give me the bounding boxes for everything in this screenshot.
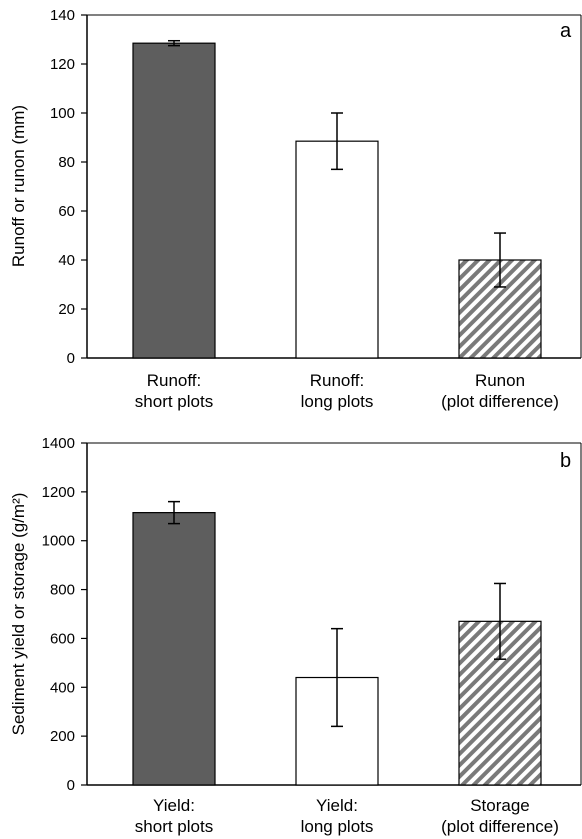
panel-a-category-label: Runoff: short plots <box>135 371 213 411</box>
panel-b-bars <box>132 500 542 786</box>
panel-a-y-tick-label: 0 <box>67 350 75 367</box>
panel-b-y-tick-label: 600 <box>50 630 75 647</box>
panel-a-y-tick-label: 100 <box>50 105 75 122</box>
panel-b-category-label: Storage (plot difference) <box>441 796 559 836</box>
panel-b-category-label: Yield: short plots <box>135 796 213 836</box>
panel-b-y-tick-label: 1400 <box>42 435 75 452</box>
panel-b-y-ticks: 0 200 400 600 800 1000 1200 1400 <box>42 435 87 794</box>
panel-a-bar <box>132 42 216 359</box>
panel-a-y-axis-title: Runoff or runon (mm) <box>9 105 28 267</box>
panel-b-y-tick-label: 400 <box>50 679 75 696</box>
panel-a-category-labels: Runoff: short plots Runoff: long plots Runon… <box>135 371 559 411</box>
panel-a-y-tick-label: 80 <box>58 154 75 171</box>
panel-a-y-ticks: 0 20 40 60 80 100 120 140 <box>50 7 87 367</box>
panel-b-label: b <box>560 450 571 472</box>
panel-b-category-labels: Yield: short plots Yield: long plots Storage… <box>135 796 559 836</box>
panel-a-y-tick-label: 140 <box>50 7 75 24</box>
panel-a-y-tick-label: 60 <box>58 203 75 220</box>
panel-a-category-label: Runoff: long plots <box>301 371 374 411</box>
panel-a-label: a <box>560 20 572 42</box>
panel-b-y-tick-label: 1000 <box>42 533 75 550</box>
chart-panel-b: b Sediment yield or storage (g/m²) 0 200 4… <box>9 435 582 836</box>
panel-b-bar <box>132 512 216 786</box>
panel-b-y-tick-label: 0 <box>67 777 75 794</box>
panel-b-y-tick-label: 200 <box>50 728 75 745</box>
panel-a-bars <box>132 39 542 359</box>
panel-b-y-axis-title: Sediment yield or storage (g/m²) <box>9 493 28 736</box>
panel-b-category-label: Yield: long plots <box>301 796 374 836</box>
panel-a-y-tick-label: 20 <box>58 301 75 318</box>
panel-a-y-tick-label: 120 <box>50 56 75 73</box>
panel-a-category-label: Runon (plot difference) <box>441 371 559 411</box>
chart-panel-a: a Runoff or runon (mm) 0 20 40 60 80 100 120 14… <box>9 7 582 411</box>
panel-a-y-tick-label: 40 <box>58 252 75 269</box>
panel-a-bar <box>295 140 379 359</box>
panel-b-y-tick-label: 800 <box>50 582 75 599</box>
panel-b-y-tick-label: 1200 <box>42 484 75 501</box>
